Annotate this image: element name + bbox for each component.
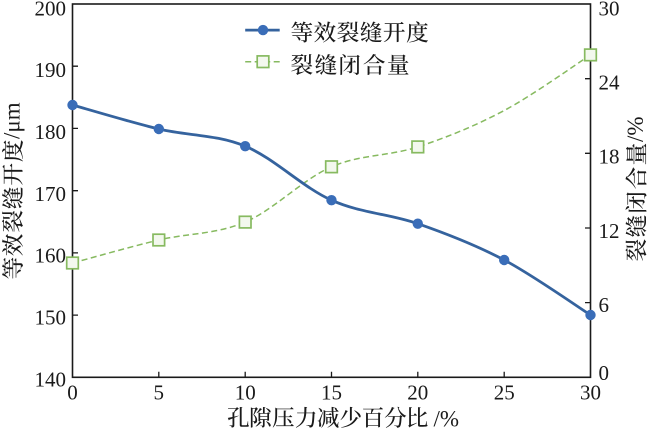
svg-text:12: 12	[599, 219, 620, 243]
svg-text:25: 25	[494, 381, 515, 405]
svg-text:6: 6	[599, 293, 610, 317]
svg-text:190: 190	[35, 58, 67, 82]
svg-text:0: 0	[67, 381, 78, 405]
svg-text:15: 15	[321, 381, 342, 405]
svg-text:200: 200	[35, 0, 67, 20]
svg-text:24: 24	[599, 71, 621, 95]
svg-text:30: 30	[599, 0, 620, 20]
svg-text:20: 20	[407, 381, 428, 405]
svg-text:0: 0	[599, 361, 610, 385]
svg-text:10: 10	[235, 381, 256, 405]
svg-text:/%: /%	[434, 407, 460, 431]
svg-text:30: 30	[580, 381, 601, 405]
svg-text:18: 18	[599, 145, 620, 169]
svg-text:180: 180	[35, 120, 67, 144]
svg-text:170: 170	[35, 182, 67, 206]
svg-text:5: 5	[154, 381, 165, 405]
svg-text:140: 140	[35, 367, 67, 391]
svg-text:160: 160	[35, 244, 67, 268]
svg-text:/%: /%	[623, 116, 648, 142]
svg-text:150: 150	[35, 306, 67, 330]
svg-text:/μm: /μm	[0, 102, 25, 139]
